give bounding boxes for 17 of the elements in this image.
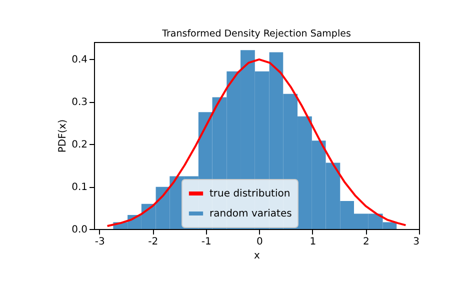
y-tick-label: 0.3 — [72, 97, 88, 108]
y-axis-title: PDF(x) — [58, 119, 69, 153]
x-tick-label: 3 — [413, 236, 420, 248]
x-tick-label: -2 — [148, 236, 158, 248]
y-tick-label: 0.0 — [72, 224, 88, 236]
x-tick-label: 0 — [256, 236, 263, 248]
x-tick-label: 1 — [310, 236, 316, 248]
x-tick-label: -3 — [94, 236, 105, 248]
chart-title: Transformed Density Rejection Samples — [161, 28, 351, 40]
y-tick-label: 0.1 — [72, 182, 88, 193]
x-tick-label: -1 — [201, 236, 212, 248]
y-tick-label: 0.4 — [72, 54, 88, 66]
legend-label: true distribution — [210, 188, 290, 200]
x-tick-label: 2 — [363, 236, 370, 248]
x-axis-title: x — [254, 250, 260, 262]
y-tick-label: 0.2 — [72, 140, 88, 150]
legend-label: random variates — [210, 208, 292, 220]
